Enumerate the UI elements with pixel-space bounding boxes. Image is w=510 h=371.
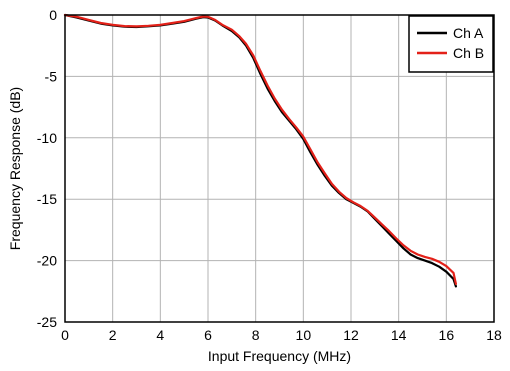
legend-label-ch-b: Ch B [453, 45, 484, 61]
series-lines [63, 13, 457, 288]
y-tick-label: -25 [37, 314, 57, 330]
y-tick-label: 0 [49, 7, 57, 23]
plot-area-border [64, 14, 495, 323]
y-tick-label: -10 [37, 130, 57, 146]
x-axis-label: Input Frequency (MHz) [208, 348, 351, 364]
x-tick-label: 10 [296, 327, 312, 343]
x-tick-label: 0 [61, 327, 69, 343]
y-axis-label: Frequency Response (dB) [7, 87, 23, 250]
x-tick-label: 16 [439, 327, 455, 343]
x-tick-label: 6 [204, 327, 212, 343]
tick-labels: 0 2 4 6 8 10 12 14 16 18 0 -5 -10 -15 -20 -25 [37, 7, 502, 343]
x-tick-label: 4 [156, 327, 164, 343]
x-tick-label: 18 [486, 327, 502, 343]
legend-box [408, 15, 494, 73]
y-tick-label: -15 [37, 191, 57, 207]
x-tick-label: 12 [343, 327, 359, 343]
grid [65, 15, 494, 322]
x-tick-label: 8 [252, 327, 260, 343]
y-tick-label: -5 [45, 68, 58, 84]
series-line-ch-b [63, 13, 457, 285]
x-tick-label: 2 [109, 327, 117, 343]
legend: Ch A Ch B [408, 15, 494, 73]
y-tick-label: -20 [37, 253, 57, 269]
x-tick-label: 14 [391, 327, 407, 343]
legend-label-ch-a: Ch A [453, 25, 484, 41]
series-line-ch-a [63, 13, 457, 288]
